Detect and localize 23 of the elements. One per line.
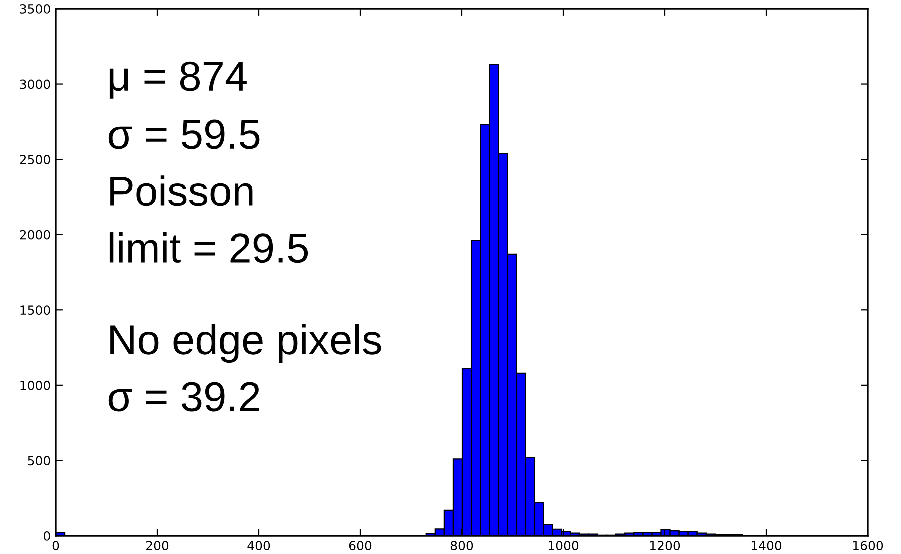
- annotation: σ = 59.5: [108, 120, 260, 150]
- y-tick-label: 1000: [20, 380, 50, 390]
- x-tick-label: 800: [450, 541, 474, 551]
- y-tick-label: 3000: [20, 80, 50, 90]
- y-tick-label: 1500: [20, 306, 50, 316]
- x-tick-label: 1400: [752, 541, 782, 551]
- annotation: Poisson: [110, 176, 253, 206]
- y-tick-label: 3500: [20, 4, 50, 14]
- annotation: μ = 874: [110, 62, 247, 99]
- x-tick-label: 1200: [650, 541, 680, 551]
- y-tick-label: 2000: [20, 230, 50, 240]
- annotation: σ = 39.2: [108, 382, 260, 412]
- x-tick-label: 1000: [548, 541, 579, 551]
- y-tick-label: 2500: [20, 155, 50, 164]
- x-tick-label: 0: [52, 541, 60, 551]
- x-tick-label: 400: [248, 541, 270, 551]
- x-tick-label: 600: [349, 541, 372, 551]
- x-tick-label: 200: [146, 541, 169, 551]
- x-tick-label: 1600: [853, 541, 884, 551]
- y-tick-label: 500: [28, 456, 50, 466]
- annotation: No edge pixels: [110, 324, 382, 364]
- annotation: limit = 29.5: [110, 232, 308, 264]
- y-tick-label: 0: [44, 531, 50, 541]
